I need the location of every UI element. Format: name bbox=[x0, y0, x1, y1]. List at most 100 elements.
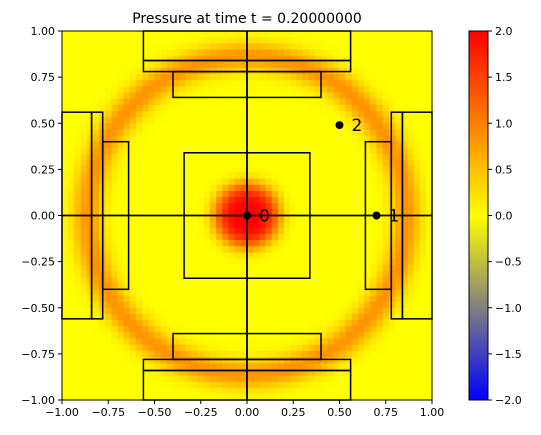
heatmap-cell bbox=[388, 338, 396, 346]
heatmap-cell bbox=[191, 277, 199, 284]
heatmap-cell bbox=[148, 363, 156, 370]
heatmap-cell bbox=[339, 240, 347, 247]
heatmap-cell bbox=[351, 135, 359, 143]
heatmap-cell bbox=[388, 110, 396, 118]
heatmap-cell bbox=[253, 313, 260, 321]
heatmap-cell bbox=[308, 326, 316, 333]
heatmap-cell bbox=[308, 123, 316, 130]
heatmap-cell bbox=[364, 270, 371, 278]
heatmap-cell bbox=[80, 307, 88, 315]
heatmap-cell bbox=[123, 264, 131, 272]
heatmap-cell bbox=[62, 393, 69, 401]
heatmap-cell bbox=[203, 209, 211, 217]
heatmap-cell bbox=[253, 98, 260, 106]
heatmap-cell bbox=[333, 135, 341, 143]
heatmap-cell bbox=[86, 86, 94, 94]
heatmap-cell bbox=[136, 110, 143, 118]
heatmap-cell bbox=[308, 154, 316, 161]
heatmap-cell bbox=[136, 98, 143, 106]
heatmap-cell bbox=[407, 117, 415, 124]
heatmap-cell bbox=[117, 227, 125, 235]
heatmap-cell bbox=[240, 74, 248, 81]
heatmap-cell bbox=[111, 135, 119, 143]
heatmap-cell bbox=[86, 332, 94, 340]
heatmap-cell bbox=[154, 233, 162, 241]
heatmap-cell bbox=[425, 356, 433, 364]
heatmap-cell bbox=[253, 209, 260, 217]
heatmap-cell bbox=[136, 240, 143, 247]
heatmap-cell bbox=[425, 264, 433, 272]
heatmap-cell bbox=[370, 301, 378, 309]
heatmap-cell bbox=[80, 43, 88, 51]
heatmap-cell bbox=[173, 375, 180, 383]
heatmap-cell bbox=[197, 283, 205, 290]
heatmap-cell bbox=[111, 277, 119, 284]
heatmap-cell bbox=[203, 381, 211, 389]
heatmap-cell bbox=[166, 129, 174, 137]
heatmap-cell bbox=[117, 117, 125, 124]
heatmap-cell bbox=[179, 197, 186, 204]
heatmap-cell bbox=[228, 252, 236, 260]
heatmap-cell bbox=[419, 240, 427, 247]
heatmap-cell bbox=[185, 344, 193, 352]
heatmap-cell bbox=[216, 184, 223, 192]
heatmap-cell bbox=[123, 277, 131, 284]
heatmap-cell bbox=[259, 240, 267, 247]
heatmap-cell bbox=[129, 387, 137, 395]
heatmap-cell bbox=[136, 270, 143, 278]
heatmap-cell bbox=[370, 332, 378, 340]
heatmap-cell bbox=[74, 92, 82, 100]
heatmap-cell bbox=[191, 375, 199, 383]
heatmap-cell bbox=[339, 197, 347, 204]
heatmap-cell bbox=[364, 31, 371, 38]
heatmap-cell bbox=[413, 166, 421, 174]
heatmap-cell bbox=[154, 49, 162, 57]
heatmap-cell bbox=[358, 203, 365, 210]
heatmap-cell bbox=[173, 37, 180, 44]
heatmap-cell bbox=[160, 203, 168, 210]
heatmap-cell bbox=[382, 110, 390, 118]
heatmap-cell bbox=[136, 49, 143, 57]
heatmap-cell bbox=[247, 258, 254, 266]
heatmap-cell bbox=[129, 203, 137, 210]
heatmap-cell bbox=[185, 301, 193, 309]
heatmap-cell bbox=[160, 258, 168, 266]
y-tick-label: 0.50 bbox=[31, 117, 56, 130]
heatmap-cell bbox=[123, 221, 131, 229]
heatmap-cell bbox=[123, 98, 131, 106]
heatmap-cell bbox=[358, 240, 365, 247]
heatmap-cell bbox=[179, 387, 186, 395]
heatmap-cell bbox=[277, 320, 285, 327]
heatmap-cell bbox=[364, 110, 371, 118]
heatmap-cell bbox=[395, 98, 402, 106]
heatmap-cell bbox=[376, 80, 384, 87]
heatmap-cell bbox=[419, 37, 427, 44]
heatmap-cell bbox=[296, 289, 304, 297]
heatmap-cell bbox=[228, 295, 236, 303]
heatmap-cell bbox=[339, 80, 347, 87]
heatmap-cell bbox=[68, 31, 75, 38]
heatmap-cell bbox=[395, 240, 402, 247]
heatmap-cell bbox=[321, 307, 328, 315]
colorbar-tick-label: 1.5 bbox=[495, 71, 513, 84]
heatmap-cell bbox=[203, 154, 211, 161]
heatmap-cell bbox=[191, 350, 199, 358]
heatmap-cell bbox=[222, 344, 230, 352]
heatmap-cell bbox=[68, 320, 75, 327]
heatmap-cell bbox=[271, 307, 279, 315]
heatmap-cell bbox=[117, 356, 125, 364]
heatmap-cell bbox=[68, 104, 75, 112]
heatmap-cell bbox=[407, 147, 415, 155]
heatmap-cell bbox=[395, 246, 402, 253]
heatmap-cell bbox=[308, 252, 316, 260]
heatmap-cell bbox=[129, 98, 137, 106]
heatmap-cell bbox=[388, 123, 396, 130]
heatmap-cell bbox=[247, 203, 254, 210]
heatmap-cell bbox=[247, 320, 254, 327]
heatmap-cell bbox=[191, 356, 199, 364]
heatmap-cell bbox=[345, 86, 353, 94]
heatmap-cell bbox=[148, 31, 156, 38]
heatmap-cell bbox=[413, 240, 421, 247]
heatmap-cell bbox=[154, 197, 162, 204]
heatmap-cell bbox=[302, 252, 310, 260]
